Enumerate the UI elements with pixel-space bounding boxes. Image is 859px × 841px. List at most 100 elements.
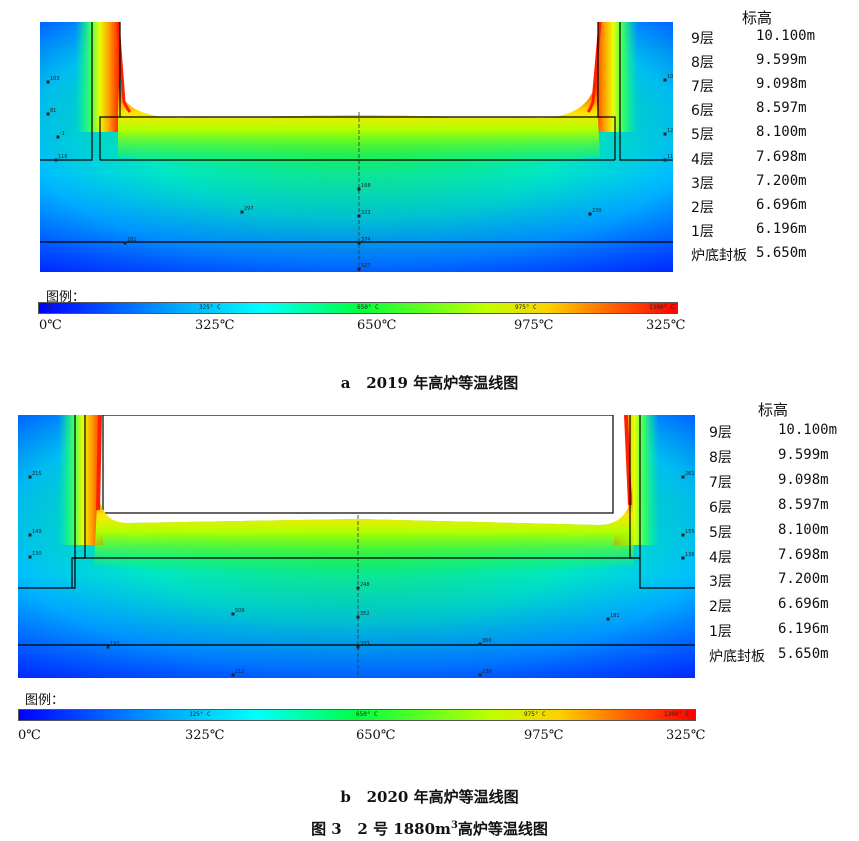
- level-elevation: 6.196m: [778, 621, 829, 638]
- level-name: 6层: [691, 103, 714, 120]
- legend-inner-label: 650° C: [356, 711, 378, 718]
- level-elevation: 7.200m: [778, 571, 829, 588]
- probe-point: [240, 210, 244, 214]
- probe-point: [681, 533, 685, 537]
- probe-label: 103: [667, 74, 673, 80]
- level-name: 7层: [709, 474, 732, 491]
- probe-label: 297: [244, 206, 254, 212]
- level-elevation: 9.098m: [756, 76, 807, 93]
- legend-inner-label: 975° C: [524, 711, 546, 718]
- probe-label: 181: [127, 237, 137, 243]
- level-name: 8层: [691, 55, 714, 72]
- level-elevation: 10.100m: [756, 28, 816, 44]
- probe-label: -1: [60, 131, 65, 137]
- left-wall-hot-zone: [75, 22, 120, 132]
- level-elevation: 8.597m: [756, 100, 807, 117]
- probe-label: 116: [58, 154, 68, 160]
- probe-label: 103: [50, 76, 60, 82]
- probe-label: 360: [482, 638, 492, 644]
- left-wall-hot-zone: [58, 415, 103, 545]
- level-elevation: 8.597m: [778, 496, 829, 513]
- caption-text: 年高炉等温线图: [413, 374, 519, 392]
- legend-tick: 325℃: [666, 728, 706, 743]
- probe-label: 155: [685, 529, 695, 535]
- figure-caption: 图 3 2 号 1880m3高炉等温线图: [0, 818, 859, 839]
- thermal-panel-2020: 215 149 130 261 155 136 248 509 352 393 181 360 197 2…: [0, 395, 859, 815]
- isotherm-svg: 215 149 130 261 155 136 248 509 352 393 181 360 197 2…: [18, 415, 695, 678]
- legend-inner-label: 1300° C: [664, 711, 690, 718]
- elevation-header: 标高: [758, 401, 789, 419]
- level-elevation: 8.100m: [756, 124, 807, 141]
- right-wall-hot-zone: [593, 22, 638, 132]
- legend-tick: 650℃: [357, 318, 397, 333]
- probe-point: [54, 158, 58, 162]
- probe-point: [357, 214, 361, 218]
- legend-title: 图例：: [25, 693, 65, 708]
- probe-point: [357, 241, 361, 245]
- thermal-panel-2019: 103 81 -1 116 103 120 115 168 323 374 527 181 297 230…: [0, 0, 859, 400]
- level-name: 2层: [709, 599, 732, 616]
- legend-tick: 975℃: [524, 728, 564, 743]
- caption-text: 年高炉等温线图: [413, 788, 519, 806]
- probe-point: [123, 241, 127, 245]
- level-name: 3层: [709, 574, 732, 591]
- probe-label: 393: [360, 641, 370, 647]
- probe-label: 136: [685, 552, 695, 558]
- level-name: 4层: [691, 151, 714, 168]
- isotherm-map: 103 81 -1 116 103 120 115 168 323 374 527 181 297 230: [40, 22, 673, 272]
- level-elevation: 9.599m: [778, 446, 829, 463]
- legend-tick: 650℃: [356, 728, 396, 743]
- hearth-inner-outline: [102, 415, 614, 514]
- level-elevation: 6.696m: [756, 196, 807, 213]
- probe-label: 230: [592, 208, 602, 214]
- hearth-void: [118, 22, 600, 118]
- level-name: 1层: [709, 624, 732, 641]
- probe-point: [588, 212, 592, 216]
- figure-number: 图 3: [311, 820, 342, 838]
- probe-point: [356, 586, 360, 590]
- caption-year: 2020: [366, 788, 409, 806]
- probe-label: 230: [482, 669, 492, 675]
- legend-tick: 0℃: [18, 728, 41, 743]
- probe-label: 81: [50, 108, 56, 114]
- probe-label: 212: [235, 669, 245, 675]
- legend-colorbar: 0 325° C 650° C 975° C 1300° C: [38, 302, 678, 314]
- elevation-header: 标高: [742, 9, 773, 27]
- isotherm-map: 215 149 130 261 155 136 248 509 352 393 181 360 197 2…: [18, 415, 695, 678]
- level-elevation: 6.196m: [756, 220, 807, 237]
- probe-label: 527: [361, 263, 371, 269]
- probe-label: 323: [361, 210, 371, 216]
- level-name: 6层: [709, 499, 732, 516]
- probe-point: [28, 533, 32, 537]
- probe-label: 120: [667, 128, 673, 134]
- level-name: 炉底封板: [691, 247, 747, 264]
- probe-point: [663, 132, 667, 136]
- probe-point: [681, 556, 685, 560]
- probe-label: 197: [110, 641, 120, 647]
- panel-caption: a 2019 年高炉等温线图: [0, 372, 859, 393]
- level-elevation: 5.650m: [778, 646, 829, 663]
- probe-point: [356, 645, 360, 649]
- level-elevation: 8.100m: [778, 521, 829, 538]
- probe-point: [357, 187, 361, 191]
- level-elevation: 7.200m: [756, 172, 807, 189]
- probe-label: 181: [610, 613, 620, 619]
- figure-suffix: 高炉等温线图: [457, 820, 548, 838]
- probe-point: [478, 642, 482, 646]
- caption-year: 2019: [366, 374, 408, 392]
- caption-letter: a: [340, 374, 351, 392]
- legend-tick: 975℃: [514, 318, 554, 333]
- probe-point: [46, 112, 50, 116]
- probe-label: 248: [360, 582, 370, 588]
- probe-point: [663, 78, 667, 82]
- furnace-outline: [40, 22, 673, 243]
- probe-point: [28, 475, 32, 479]
- probe-label: 168: [361, 183, 371, 189]
- probe-label: 130: [32, 551, 42, 557]
- level-elevation: 5.650m: [756, 244, 807, 261]
- legend-inner-label: 0: [47, 304, 51, 311]
- hearth-bottom-hot-zone: [94, 485, 634, 575]
- level-name: 8层: [709, 449, 732, 466]
- legend-tick: 0℃: [39, 318, 62, 333]
- level-elevation: 7.698m: [756, 148, 807, 165]
